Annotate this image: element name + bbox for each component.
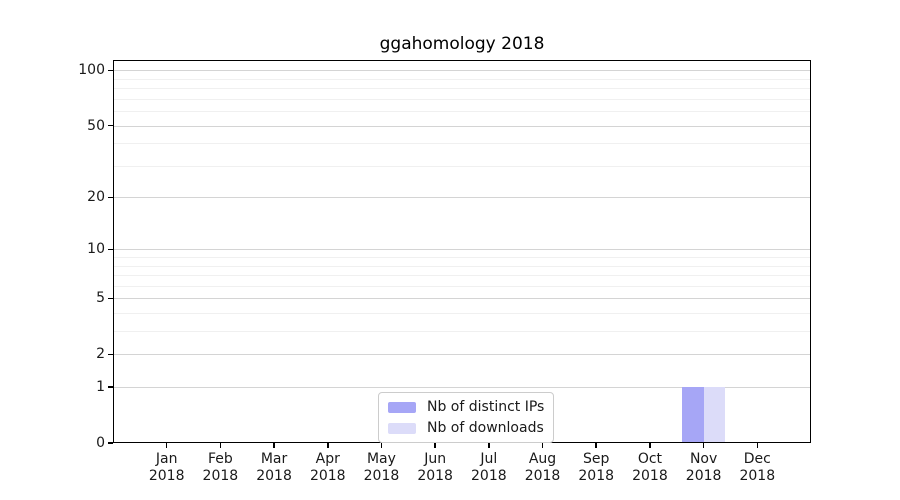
y-tick-label: 5 [96, 290, 105, 307]
x-axis-tick [702, 443, 705, 448]
x-axis-tick [488, 443, 490, 448]
x-axis-tick [219, 443, 222, 448]
y-axis-tick [108, 124, 113, 127]
x-tick-label: Feb 2018 [202, 451, 239, 484]
bar-nb-of-distinct-ips [682, 387, 704, 443]
y-major-gridline [113, 70, 811, 72]
y-axis-tick [108, 353, 113, 356]
y-minor-gridline [113, 98, 811, 100]
y-minor-gridline [113, 111, 811, 113]
x-axis-tick [649, 443, 651, 448]
x-axis-tick [541, 443, 544, 448]
x-tick-label: Dec 2018 [739, 451, 776, 484]
legend-label: Nb of downloads [427, 420, 544, 436]
legend-label: Nb of distinct IPs [427, 399, 545, 415]
chart-title: ggahomology 2018 [379, 34, 545, 54]
x-axis-tick [595, 443, 597, 448]
x-axis-tick [380, 443, 383, 448]
x-tick-label: Sep 2018 [578, 451, 615, 484]
bar-nb-of-downloads [703, 387, 726, 443]
y-tick-label: 100 [78, 62, 105, 79]
y-tick-label: 50 [87, 117, 105, 134]
x-tick-label: Apr 2018 [309, 451, 346, 484]
y-minor-gridline [113, 143, 811, 145]
x-axis-tick [273, 443, 275, 448]
y-major-gridline [113, 387, 811, 389]
y-major-gridline [113, 125, 811, 127]
x-tick-label: May 2018 [363, 451, 400, 484]
legend-swatch-distinct-ips-icon [388, 401, 416, 413]
y-major-gridline [113, 249, 811, 251]
x-axis-tick [327, 443, 329, 448]
y-minor-gridline [113, 313, 811, 315]
legend-item: Nb of distinct IPs [388, 399, 544, 415]
x-axis-tick [165, 443, 168, 448]
x-tick-label: Jan 2018 [148, 451, 185, 484]
y-major-gridline [113, 354, 811, 356]
y-minor-gridline [113, 88, 811, 90]
y-major-gridline [113, 197, 811, 199]
y-tick-label: 10 [87, 241, 105, 258]
y-tick-label: 1 [96, 379, 105, 396]
plot-border [113, 60, 811, 443]
y-axis-tick [108, 297, 113, 300]
x-axis-tick [434, 443, 436, 448]
legend-swatch-downloads-icon [388, 422, 416, 434]
y-axis-tick [108, 196, 113, 198]
y-minor-gridline [113, 257, 811, 259]
y-major-gridline [113, 298, 811, 300]
legend: Nb of distinct IPs Nb of downloads [378, 392, 555, 443]
x-tick-label: Nov 2018 [685, 451, 722, 484]
y-minor-gridline [113, 165, 811, 167]
x-tick-label: Mar 2018 [256, 451, 292, 484]
y-tick-label: 2 [96, 346, 105, 363]
y-tick-label: 20 [87, 189, 105, 206]
x-axis-tick [756, 443, 759, 448]
x-tick-label: Oct 2018 [632, 451, 668, 484]
y-axis-tick [108, 248, 113, 251]
legend-item: Nb of downloads [388, 420, 544, 436]
x-tick-label: Jul 2018 [471, 451, 507, 484]
y-minor-gridline [113, 78, 811, 80]
y-minor-gridline [113, 285, 811, 287]
x-tick-label: Aug 2018 [524, 451, 561, 484]
y-minor-gridline [113, 265, 811, 267]
x-tick-label: Jun 2018 [417, 451, 453, 484]
y-axis-tick [108, 386, 113, 388]
y-axis-tick [108, 69, 113, 72]
y-minor-gridline [113, 331, 811, 333]
y-minor-gridline [113, 275, 811, 277]
y-axis-tick [108, 442, 113, 444]
y-tick-label: 0 [96, 435, 105, 451]
